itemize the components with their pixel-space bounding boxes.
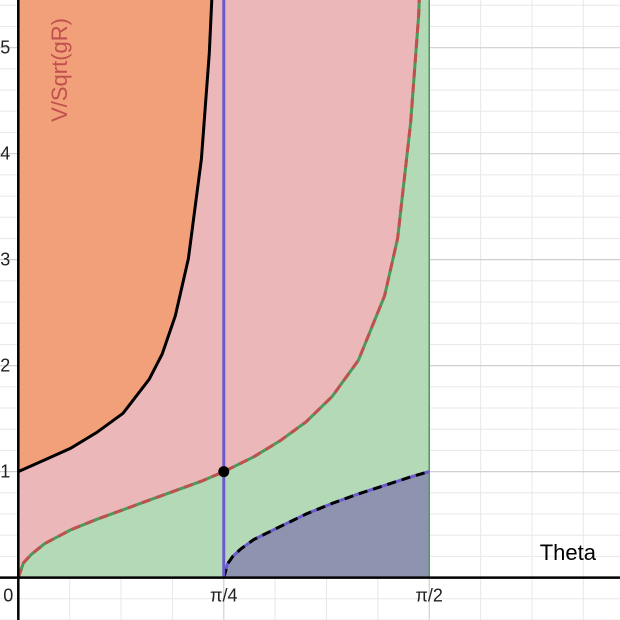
y-tick-label: 5 [0, 38, 10, 58]
y-tick-label: 3 [0, 250, 10, 270]
x-tick-label: 0 [3, 586, 13, 606]
red-curve [16, 0, 421, 579]
y-tick-label: 2 [0, 356, 10, 376]
regions [18, 0, 430, 578]
y-tick-label: 1 [0, 462, 10, 482]
x-tick-label: π/2 [416, 586, 443, 606]
x-axis-label: Theta [540, 540, 597, 565]
slate-region [223, 471, 430, 578]
y-axis-label: V/Sqrt(gR) [47, 18, 72, 122]
x-tick-label: π/4 [210, 586, 237, 606]
intersection-point [218, 466, 230, 478]
green-region [18, 0, 430, 578]
orange-region [18, 0, 218, 472]
y-tick-label: 4 [0, 144, 10, 164]
tick-labels: 0 π/4 π/2 1 2 3 4 5 [0, 38, 443, 606]
purple-curve [222, 470, 430, 578]
black-curve [17, 0, 214, 473]
